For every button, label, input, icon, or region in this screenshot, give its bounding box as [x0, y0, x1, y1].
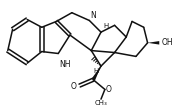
Text: OH: OH — [161, 38, 173, 47]
Text: N: N — [90, 10, 96, 19]
Text: O: O — [106, 85, 112, 94]
Polygon shape — [148, 41, 159, 45]
Text: O: O — [71, 82, 77, 91]
Polygon shape — [92, 66, 101, 81]
Text: CH₃: CH₃ — [95, 100, 107, 106]
Text: NH: NH — [59, 60, 71, 69]
Text: H: H — [94, 68, 99, 74]
Text: H: H — [103, 23, 108, 29]
